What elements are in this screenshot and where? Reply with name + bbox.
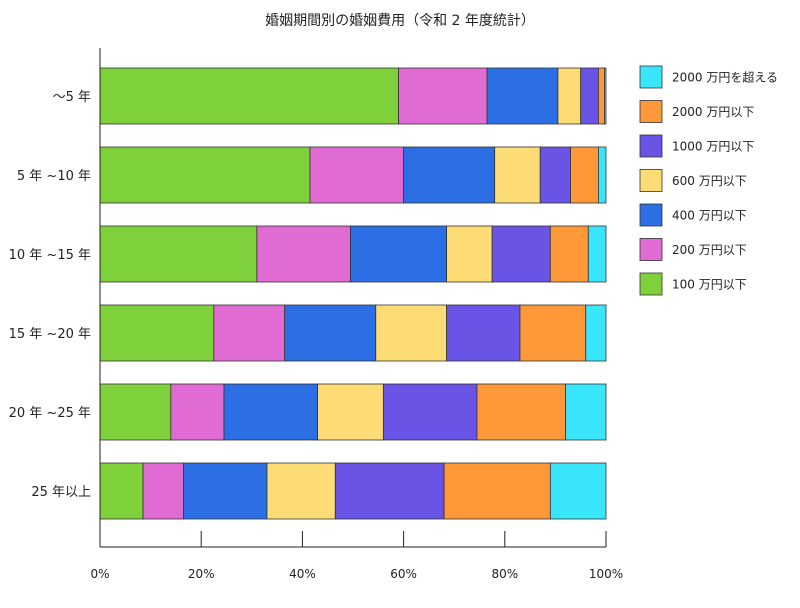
- bar-segment: [375, 304, 448, 362]
- bar-segment: [587, 225, 607, 283]
- bar-segment: [549, 462, 607, 520]
- x-tick-label: 60%: [390, 567, 417, 581]
- legend-item: 2000 万円以下: [639, 100, 754, 123]
- bar-segment: [539, 146, 571, 204]
- bar-segment: [446, 225, 493, 283]
- bar-segment: [446, 304, 521, 362]
- bar-segment: [213, 304, 286, 362]
- x-tick-label: 100%: [589, 567, 623, 581]
- bar-segment: [476, 383, 566, 441]
- bar-segment: [443, 462, 551, 520]
- bar-segment: [585, 304, 607, 362]
- bar-segment: [565, 383, 607, 441]
- bar-segment: [382, 383, 478, 441]
- bar-segment: [223, 383, 318, 441]
- bar-segment: [99, 146, 311, 204]
- legend-label: 2000 万円を超える: [672, 70, 778, 85]
- x-tick-label: 80%: [491, 567, 518, 581]
- bar-segment: [99, 304, 215, 362]
- bar-segment: [99, 67, 399, 125]
- legend-item: 200 万円以下: [639, 238, 747, 261]
- bar-segment: [99, 225, 258, 283]
- category-label: 10 年 ~15 年: [9, 248, 91, 263]
- legend-item: 2000 万円を超える: [639, 65, 778, 89]
- bar-segment: [486, 67, 559, 125]
- legend: 2000 万円を超える 2000 万円以下 1000 万円以下 600 万円以下 400…: [639, 65, 778, 296]
- legend-label: 100 万円以下: [672, 278, 747, 292]
- bar-segment: [309, 146, 404, 204]
- chart-title: 婚姻期間別の婚姻費用（令和 2 年度統計）: [265, 13, 535, 29]
- legend-item: 400 万円以下: [639, 203, 747, 227]
- legend-swatch: [639, 100, 663, 123]
- bar-segment: [604, 67, 607, 125]
- axes-group: 0% 20% 40% 60% 80% 100%: [90, 48, 623, 581]
- legend-swatch: [639, 134, 663, 158]
- legend-swatch: [639, 272, 663, 296]
- category-label: 25 年以上: [31, 485, 91, 500]
- bar-segment: [266, 462, 336, 520]
- legend-label: 200 万円以下: [672, 243, 747, 257]
- bar-segment: [170, 383, 225, 441]
- x-tick-label: 40%: [289, 567, 316, 581]
- bar-segment: [317, 383, 384, 441]
- legend-label: 600 万円以下: [672, 174, 747, 188]
- bar-segment: [580, 67, 599, 125]
- bar-segment: [494, 146, 541, 204]
- legend-item: 600 万円以下: [639, 169, 747, 192]
- bar-segment: [398, 67, 488, 125]
- bar-segment: [598, 146, 607, 204]
- legend-label: 1000 万円以下: [672, 140, 754, 154]
- bar-segment: [99, 383, 172, 441]
- legend-swatch: [639, 203, 663, 227]
- bar-segment: [598, 67, 605, 125]
- legend-swatch: [639, 65, 663, 89]
- legend-item: 1000 万円以下: [639, 134, 754, 158]
- category-label: ～5 年: [53, 90, 91, 105]
- x-tick-label: 20%: [188, 567, 215, 581]
- legend-item: 100 万円以下: [639, 272, 747, 296]
- category-labels-group: ～5 年 5 年 ~10 年 10 年 ~15 年 15 年 ~20 年 20 年 ~2…: [9, 90, 91, 500]
- bar-segment: [99, 462, 144, 520]
- bar-segment: [549, 225, 589, 283]
- bar-segment: [557, 67, 582, 125]
- bar-segment: [284, 304, 377, 362]
- category-label: 15 年 ~20 年: [9, 327, 91, 342]
- bar-segment: [334, 462, 445, 520]
- bar-segment: [256, 225, 351, 283]
- bars-group: [99, 67, 607, 520]
- bar-segment: [491, 225, 551, 283]
- legend-swatch: [639, 238, 663, 261]
- legend-swatch: [639, 169, 663, 192]
- x-tick-label: 0%: [90, 567, 109, 581]
- bar-segment: [403, 146, 496, 204]
- category-label: 20 年 ~25 年: [9, 406, 91, 421]
- bar-segment: [183, 462, 268, 520]
- bar-segment: [142, 462, 184, 520]
- bar-segment: [519, 304, 587, 362]
- category-label: 5 年 ~10 年: [17, 169, 91, 184]
- bar-segment: [350, 225, 448, 283]
- bar-segment: [570, 146, 599, 204]
- legend-label: 400 万円以下: [672, 209, 747, 223]
- legend-label: 2000 万円以下: [672, 105, 754, 119]
